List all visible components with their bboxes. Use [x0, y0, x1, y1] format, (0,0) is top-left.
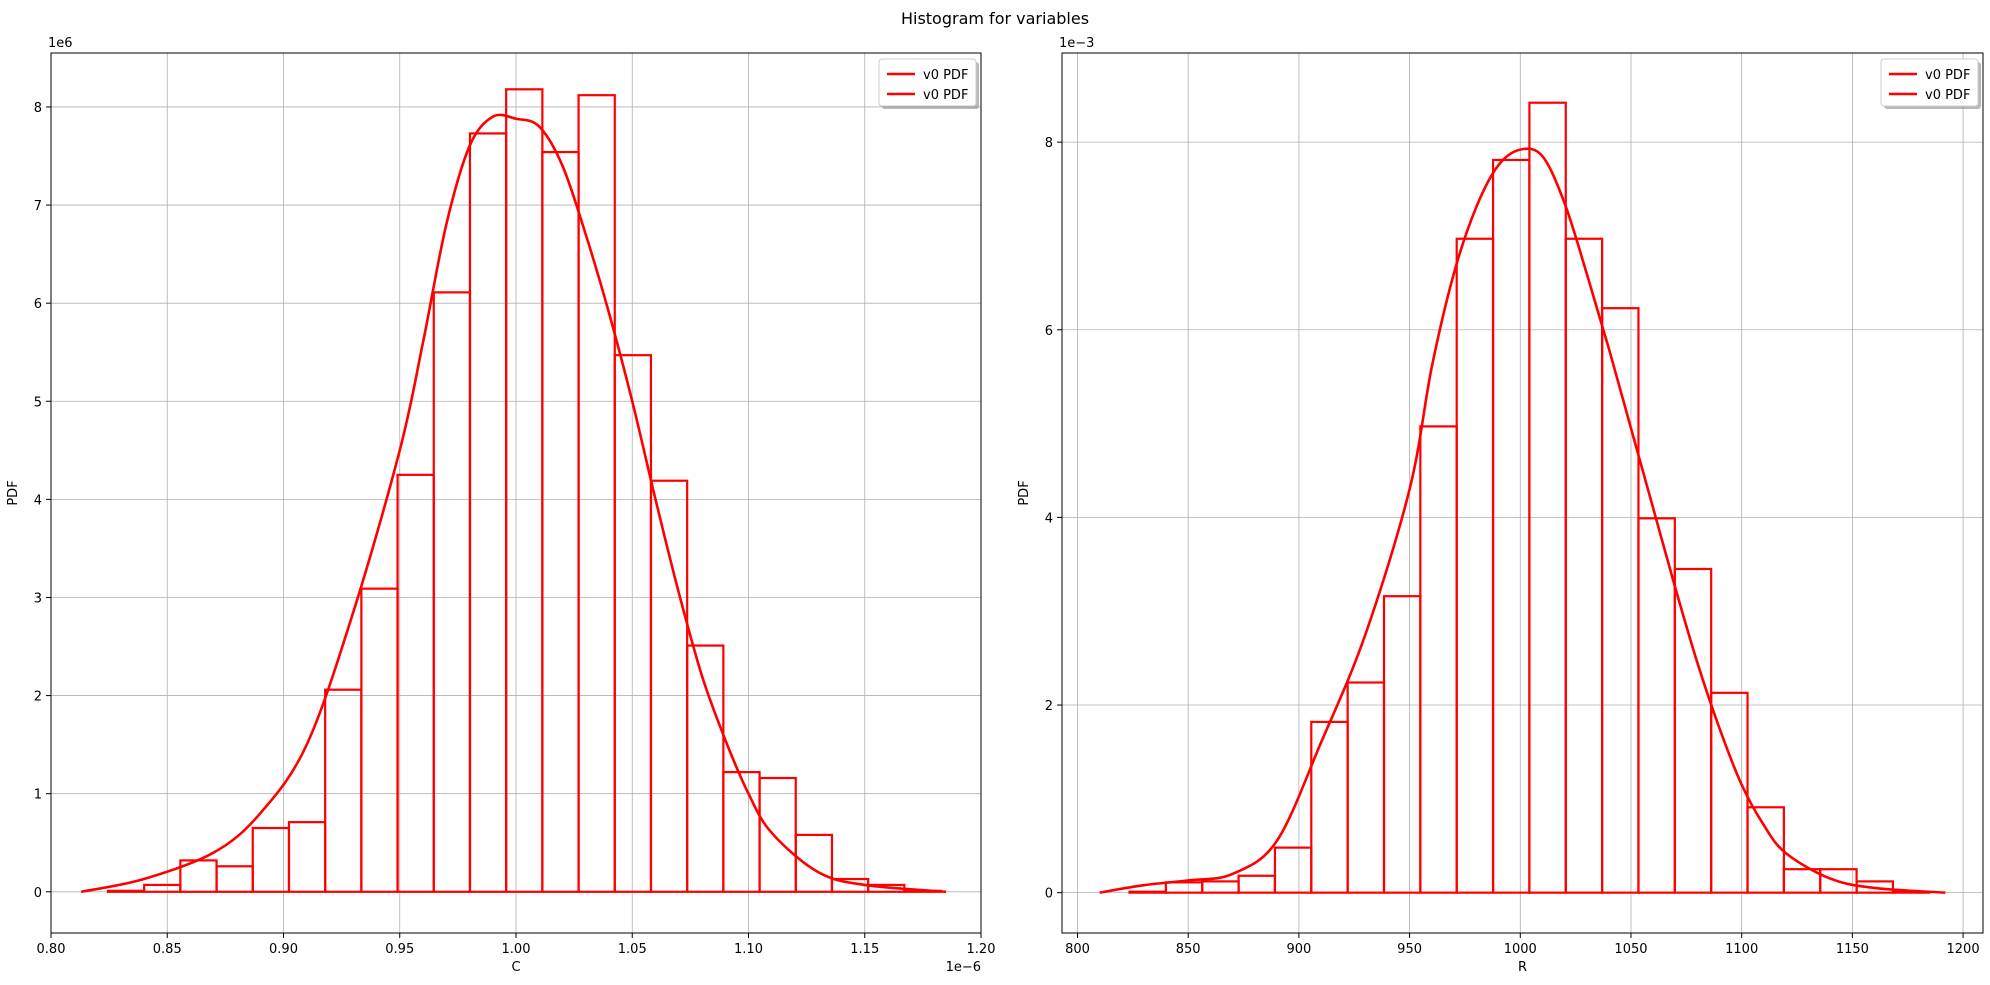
histogram-bin	[1128, 890, 1167, 894]
x-axis-ticks: 800 850 900 950 1000 1050 1100 1150 1200	[1065, 933, 1980, 957]
x-tick-label: 1150	[1836, 942, 1869, 957]
x-axis-label: C	[511, 960, 520, 975]
grid-lines	[50, 53, 982, 933]
y-offset-label: 1e−3	[1059, 36, 1094, 51]
legend-entry-label: v0 PDF	[1925, 68, 1970, 83]
legend: v0 PDF v0 PDF	[878, 58, 979, 109]
histogram-bin	[686, 644, 725, 893]
y-tick-label: 8	[34, 101, 42, 116]
x-tick-label: 1.05	[618, 942, 647, 957]
y-axis-ticks: 0 1 2 3 4 5 6 7 8	[34, 101, 51, 901]
y-tick-label: 6	[34, 297, 42, 312]
x-tick-label: 0.90	[269, 942, 298, 957]
histogram-bins	[1128, 101, 1931, 894]
histogram-bin	[106, 889, 146, 893]
histogram-bin	[794, 833, 834, 893]
y-tick-label: 0	[1045, 887, 1053, 902]
legend-entry-label: v0 PDF	[923, 68, 968, 83]
figure-suptitle: Histogram for variables	[901, 9, 1089, 28]
y-tick-label: 1	[34, 788, 42, 803]
x-tick-label: 800	[1065, 942, 1090, 957]
y-tick-label: 4	[1045, 511, 1053, 526]
left-histogram-chart: 0.80 0.85 0.90 0.95 1.00 1.05 1.10 1.15 1.20 0 1 2 3…	[6, 36, 995, 975]
x-axis-label: R	[1518, 960, 1527, 975]
pdf-curve	[1099, 147, 1946, 894]
y-axis-label: PDF	[6, 480, 21, 505]
x-tick-label: 1.00	[502, 942, 531, 957]
y-tick-label: 3	[34, 591, 42, 606]
x-tick-label: 1000	[1504, 942, 1537, 957]
histogram-bin	[1855, 880, 1895, 894]
x-offset-label: 1e−6	[946, 960, 981, 975]
y-tick-label: 0	[34, 886, 42, 901]
x-tick-label: 850	[1176, 942, 1201, 957]
legend-entry-label: v0 PDF	[923, 88, 968, 103]
axes-frame	[1061, 52, 1984, 934]
y-offset-label: 1e6	[48, 36, 73, 51]
histogram-bins	[106, 88, 942, 893]
x-tick-label: 0.80	[37, 942, 66, 957]
y-tick-label: 8	[1045, 136, 1053, 151]
x-tick-label: 1050	[1614, 942, 1647, 957]
x-tick-label: 1.15	[850, 942, 879, 957]
x-axis-ticks: 0.80 0.85 0.90 0.95 1.00 1.05 1.10 1.15 1.20	[37, 933, 996, 957]
pdf-curve	[80, 113, 947, 894]
x-tick-label: 0.95	[385, 942, 414, 957]
legend: v0 PDF v0 PDF	[1880, 58, 1981, 109]
right-histogram-chart: 800 850 900 950 1000 1050 1100 1150 1200 0 2 4 6 8 R PD…	[1017, 36, 1984, 975]
y-axis-ticks: 0 2 4 6 8	[1045, 136, 1062, 902]
legend-entry-label: v0 PDF	[1925, 88, 1970, 103]
y-axis-label: PDF	[1017, 480, 1032, 505]
y-tick-label: 2	[34, 690, 42, 705]
y-tick-label: 6	[1045, 324, 1053, 339]
y-tick-label: 7	[34, 199, 42, 214]
x-tick-label: 1.10	[734, 942, 763, 957]
histogram-bin	[1710, 691, 1749, 894]
y-tick-label: 2	[1045, 699, 1053, 714]
x-tick-label: 0.85	[153, 942, 182, 957]
x-tick-label: 1.20	[967, 942, 996, 957]
x-tick-label: 1200	[1947, 942, 1980, 957]
x-tick-label: 900	[1286, 942, 1311, 957]
y-tick-label: 4	[34, 493, 42, 508]
x-tick-label: 1100	[1725, 942, 1758, 957]
x-tick-label: 950	[1397, 942, 1422, 957]
y-tick-label: 5	[34, 395, 42, 410]
